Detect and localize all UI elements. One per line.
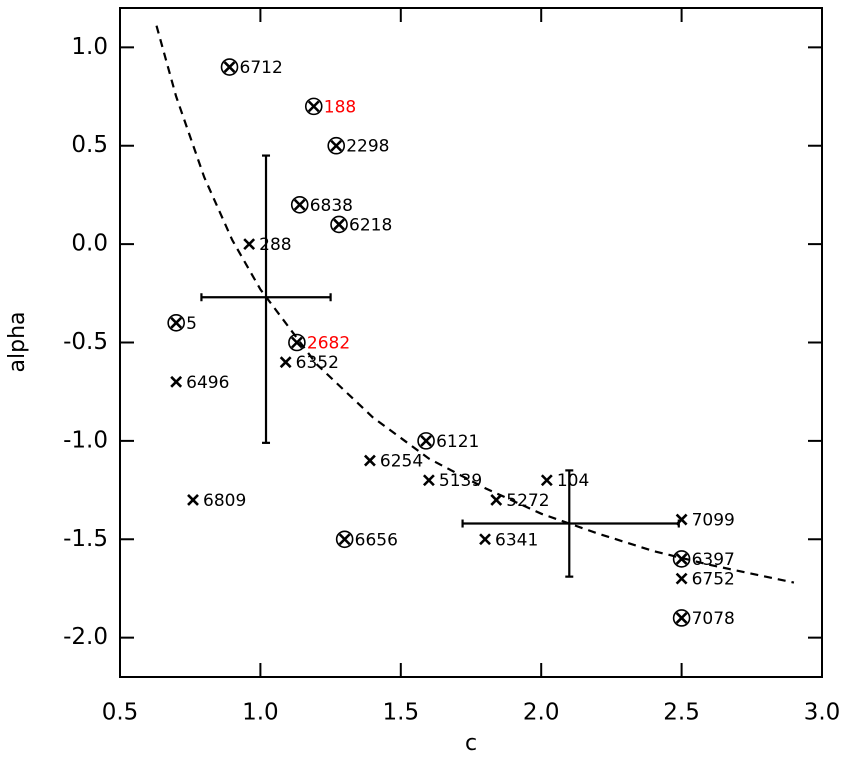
fit-curve — [155, 25, 795, 584]
point-cross — [479, 533, 491, 546]
point-circle — [220, 58, 239, 76]
point-label: 6496 — [186, 373, 229, 393]
point-label: 6838 — [310, 196, 353, 216]
point-cross — [420, 434, 432, 447]
point-label: 6218 — [349, 215, 392, 235]
point-cross — [338, 533, 351, 546]
point-label: 6809 — [203, 491, 246, 511]
x-tick-label: 1.0 — [242, 700, 279, 726]
point-label: 5139 — [439, 471, 482, 491]
error-bar — [200, 154, 332, 444]
point-circle — [417, 432, 435, 450]
y-tick-label: 0.5 — [71, 132, 108, 158]
y-tick-label: -0.5 — [63, 329, 108, 355]
point-label: 2682 — [307, 334, 350, 354]
point-cross — [170, 316, 183, 329]
y-tick-label: -2.0 — [63, 624, 108, 650]
point — [672, 609, 691, 627]
y-tick-label: -1.0 — [63, 427, 108, 453]
point-circle — [327, 136, 346, 155]
x-tick-label: 0.5 — [102, 700, 139, 726]
point-label: 2298 — [346, 137, 389, 157]
error-bar — [461, 469, 680, 578]
point — [675, 572, 688, 585]
point — [279, 356, 292, 369]
x-axis-label: c — [465, 731, 477, 756]
point-cross — [422, 474, 435, 487]
y-tick-label: 0.0 — [71, 231, 108, 257]
point-label: 5 — [186, 314, 197, 334]
point-cross — [307, 100, 320, 113]
point-label: 6656 — [355, 530, 398, 550]
point-circle — [672, 609, 691, 627]
point — [327, 136, 346, 155]
point-label: 6752 — [692, 570, 735, 590]
y-tick-label: 1.0 — [71, 34, 108, 60]
point — [490, 493, 503, 506]
point-label: 6352 — [296, 353, 339, 373]
point-cross — [675, 513, 688, 526]
point-cross — [290, 336, 303, 349]
point-label: 6712 — [240, 58, 283, 78]
point-label: 6341 — [495, 530, 538, 550]
x-tick-label: 3.0 — [804, 700, 841, 726]
point-cross — [540, 474, 553, 487]
point-circle — [288, 333, 306, 352]
x-tick-label: 1.5 — [383, 700, 420, 726]
point — [187, 493, 199, 506]
point — [540, 474, 553, 487]
point-cross — [330, 139, 343, 152]
point — [417, 432, 435, 450]
point — [243, 238, 256, 251]
point-label: 5272 — [506, 491, 549, 511]
point-label: 188 — [324, 97, 356, 117]
point — [167, 314, 185, 332]
y-axis-label: alpha — [5, 312, 30, 373]
point-label: 7099 — [692, 511, 735, 531]
point-cross — [243, 238, 256, 251]
point-label: 104 — [557, 471, 589, 491]
point-circle — [304, 97, 323, 116]
x-tick-label: 2.0 — [523, 700, 560, 726]
point-label: 7078 — [692, 609, 735, 629]
point-cross — [223, 61, 236, 73]
point-cross — [293, 198, 306, 211]
point — [170, 375, 183, 388]
point-label: 6254 — [380, 452, 423, 472]
point-circle — [167, 314, 185, 332]
point — [288, 333, 306, 352]
point — [675, 513, 688, 526]
point — [220, 58, 239, 76]
point-cross — [333, 218, 345, 231]
x-tick-label: 2.5 — [663, 700, 700, 726]
point — [304, 97, 323, 116]
point-cross — [279, 356, 292, 369]
point-label: 288 — [259, 235, 291, 255]
point — [335, 530, 354, 549]
point-cross — [363, 454, 376, 467]
point-circle — [672, 550, 691, 568]
point-label: 6121 — [436, 432, 479, 452]
point-cross — [187, 493, 199, 506]
point-cross — [170, 375, 183, 388]
point — [479, 533, 491, 546]
point — [290, 195, 309, 214]
point — [422, 474, 435, 487]
point-circle — [290, 195, 309, 214]
y-tick-label: -1.5 — [63, 526, 108, 552]
point-cross — [675, 612, 688, 624]
point — [363, 454, 376, 467]
point — [330, 215, 348, 234]
point-cross — [675, 553, 688, 565]
point-circle — [335, 530, 354, 549]
point — [672, 550, 691, 568]
point-circle — [330, 215, 348, 234]
point-cross — [490, 493, 503, 506]
point-cross — [675, 572, 688, 585]
point-label: 6397 — [692, 550, 735, 570]
